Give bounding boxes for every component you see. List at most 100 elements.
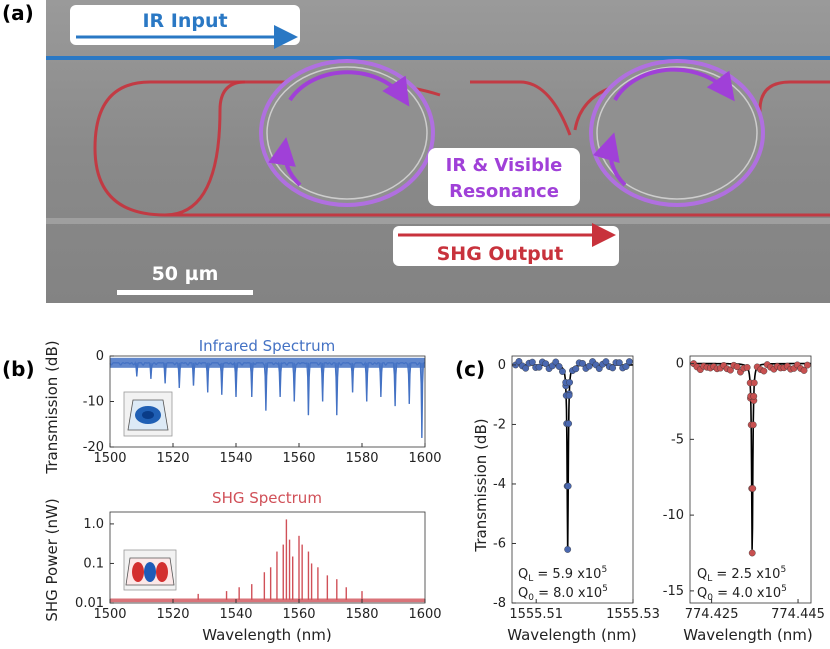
ir-res-point-13: [555, 363, 563, 370]
shg-res-point-42: [750, 392, 758, 400]
shg-output-label: SHG Output: [437, 243, 564, 265]
resonance-label-1: IR & Visible: [446, 155, 563, 176]
ir-res-ytick-label-0: 0: [498, 358, 506, 373]
shg-q0-annotation: Q0 = 4.0 x105: [697, 584, 787, 603]
shg-res-ytick-label-0: 0: [676, 357, 684, 372]
sem-edge-highlight: [46, 218, 830, 224]
ir-mode-inset: [123, 391, 173, 437]
shg-res-point-16: [743, 364, 751, 371]
ir-res-point-18: [572, 365, 580, 373]
ir-spectrum-title: Infrared Spectrum: [199, 337, 336, 355]
ir-res-point-14: [559, 368, 566, 375]
shg-res-point-40: [749, 485, 757, 492]
shg-res-point-11: [727, 366, 734, 374]
ir-res-point-22: [585, 362, 593, 370]
ir-xtick-label-1560: 1560: [282, 451, 315, 466]
microring-1: [259, 59, 435, 207]
microring-1-inner: [266, 66, 428, 200]
shg-ytick-label-0.1: 0.1: [83, 556, 104, 571]
ir-res-point-40: [564, 482, 572, 490]
scale-bar-label: 50 µm: [152, 263, 219, 285]
resonance-arrow-1a: [288, 70, 410, 107]
ir-ytick-label--10: -10: [83, 395, 104, 410]
shg-res-ytick-label--5: -5: [671, 432, 684, 447]
shg-waveguide-loop: [93, 80, 245, 217]
shg-xtick-label-1560: 1560: [282, 607, 315, 622]
shg-xtick-label-1600: 1600: [408, 607, 441, 622]
ir-res-point-34: [625, 358, 633, 365]
resonance-arrow-2b: [592, 132, 627, 187]
ir-xtick-label-1600: 1600: [408, 451, 441, 466]
resonance-arrow-1b: [268, 137, 302, 187]
ir-xtick-label-1540: 1540: [219, 451, 252, 466]
ir-input-label: IR Input: [142, 10, 227, 32]
ir-ytick-label-0: 0: [96, 349, 104, 364]
ir-res-point-43: [566, 379, 573, 386]
ir-spectrum-noise-band: [110, 357, 425, 368]
shg-noise-floor: [110, 598, 425, 603]
shg-res-point-41: [749, 421, 757, 429]
sem-image: IR Input IR & Visible Resonance SHG Outp…: [46, 0, 830, 303]
shg-res-frame: [689, 355, 812, 604]
shg-spectrum-ylabel: SHG Power (nW): [43, 498, 61, 621]
shg-xtick-label-1520: 1520: [156, 607, 189, 622]
shg-res-fit-line: [690, 362, 811, 550]
ir-res-ytick-label--8: -8: [493, 596, 506, 611]
ir-res-point-29: [609, 364, 617, 372]
ir-res-point-31: [615, 359, 623, 367]
ir-ytick-label--20: -20: [83, 440, 104, 455]
shg-ql-annotation: QL = 2.5 x105: [697, 565, 786, 584]
ir-resonance-ylabel: Transmission (dB): [472, 418, 490, 552]
ir-res-xtick-label-1555.51: 1555.51: [509, 607, 563, 622]
shg-res-point-33: [800, 367, 808, 374]
ir-res-point-7: [535, 363, 543, 371]
ir-res-ytick-label--2: -2: [493, 417, 506, 432]
ir-xtick-label-1500: 1500: [93, 451, 126, 466]
ir-res-point-12: [552, 358, 560, 366]
panel-label-c: (c): [455, 357, 485, 381]
ir-spectrum-chart: Infrared Spectrum Transmission (dB) 1500…: [43, 337, 442, 475]
shg-res-point-34: [803, 361, 811, 369]
resonance-arrow-2a: [613, 67, 735, 102]
ir-xtick-label-1580: 1580: [345, 451, 378, 466]
ir-res-xtick-label-1555.53: 1555.53: [606, 607, 660, 622]
ir-resonance-chart: Transmission (dB) Wavelength (nm) 1555.5…: [472, 355, 660, 644]
shg-spectrum-frame: [109, 511, 426, 604]
ir-xtick-label-1520: 1520: [156, 451, 189, 466]
shg-res-ytick-label--10: -10: [663, 508, 684, 523]
ir-res-point-27: [602, 358, 610, 366]
resonance-label-2: Resonance: [449, 181, 559, 202]
ir-res-point-9: [542, 360, 550, 368]
ir-input-box: [70, 5, 300, 45]
ir-res-ytick-label--4: -4: [493, 477, 506, 492]
shg-xtick-label-1540: 1540: [219, 607, 252, 622]
microring-2: [589, 59, 765, 207]
shg-res-point-39: [748, 549, 756, 557]
shg-ytick-label-0.01: 0.01: [75, 596, 104, 611]
shg-spectrum-xlabel: Wavelength (nm): [202, 626, 332, 644]
ir-res-point-42: [565, 392, 573, 399]
ir-spectrum-ylabel: Transmission (dB): [43, 340, 61, 474]
shg-res-xtick-label-774.445: 774.445: [771, 607, 825, 622]
ir-q0-annotation: Q0 = 8.0 x105: [518, 584, 608, 603]
panel-label-a: (a): [2, 1, 34, 25]
shg-xtick-label-1580: 1580: [345, 607, 378, 622]
shg-resonance-xlabel: Wavelength (nm): [683, 626, 813, 644]
ir-res-point-33: [622, 363, 630, 370]
ir-res-point-3: [522, 364, 530, 372]
shg-xtick-label-1500: 1500: [93, 607, 126, 622]
shg-res-point-13: [733, 363, 741, 371]
ir-res-ytick-label--6: -6: [493, 536, 506, 551]
scale-bar: [117, 290, 253, 295]
shg-res-point-21: [760, 367, 768, 375]
shg-mode-inset: [123, 549, 177, 591]
ir-res-fit-line: [512, 364, 633, 553]
shg-spectrum-chart: SHG Spectrum SHG Power (nW) Wavelength (…: [43, 489, 442, 644]
ir-res-point-41: [565, 420, 573, 428]
ir-res-frame: [511, 355, 634, 604]
resonance-box: [428, 148, 580, 206]
shg-res-point-43: [750, 379, 758, 387]
ir-ql-annotation: QL = 5.9 x105: [518, 565, 607, 584]
